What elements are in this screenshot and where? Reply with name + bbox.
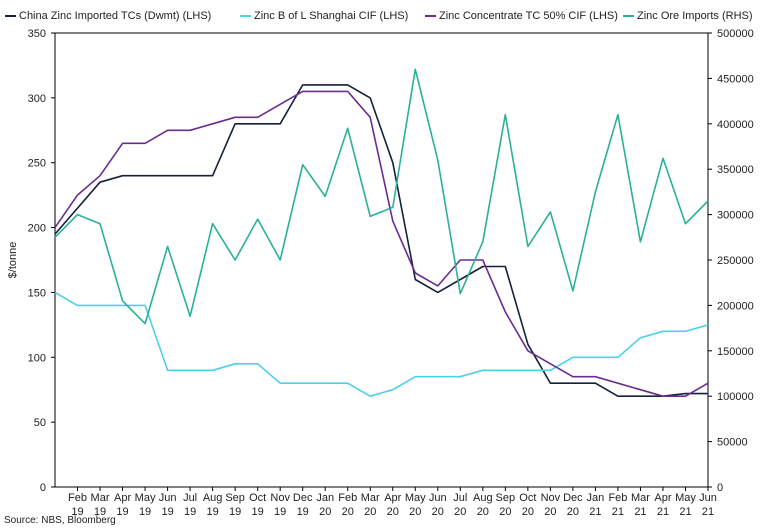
x-tick-label-year: 19 bbox=[252, 506, 264, 518]
x-tick-label-month: Jun bbox=[159, 492, 177, 504]
x-tick-label-year: 21 bbox=[589, 506, 601, 518]
x-tick-label-month: Feb bbox=[608, 492, 627, 504]
y2-tick-label: 500000 bbox=[717, 28, 754, 40]
x-tick-label-year: 21 bbox=[612, 506, 624, 518]
x-tick-label-month: Oct bbox=[249, 492, 266, 504]
y2-tick-label: 350000 bbox=[717, 164, 754, 176]
x-tick-label-year: 19 bbox=[161, 506, 173, 518]
legend: China Zinc Imported TCs (Dwmt) (LHS) Zin… bbox=[0, 10, 770, 28]
x-tick-label-month: Dec bbox=[293, 492, 313, 504]
x-tick-label-month: Nov bbox=[270, 492, 290, 504]
x-tick-label-year: 21 bbox=[657, 506, 669, 518]
x-tick-label-year: 20 bbox=[319, 506, 331, 518]
x-tick-label-month: Mar bbox=[361, 492, 380, 504]
x-tick-label-month: Dec bbox=[563, 492, 583, 504]
x-tick-label-year: 19 bbox=[116, 506, 128, 518]
y2-tick-label: 250000 bbox=[717, 255, 754, 267]
x-tick-label-year: 20 bbox=[432, 506, 444, 518]
x-tick-label-month: Mar bbox=[91, 492, 110, 504]
series-line-0 bbox=[54, 84, 708, 397]
x-tick-label-month: Jan bbox=[316, 492, 334, 504]
x-tick-label-year: 20 bbox=[499, 506, 511, 518]
x-tick-label-year: 21 bbox=[679, 506, 691, 518]
x-tick-label-year: 20 bbox=[544, 506, 556, 518]
legend-swatch bbox=[5, 15, 16, 17]
legend-item-zinc-concentrate-tc: Zinc Concentrate TC 50% CIF (LHS) bbox=[425, 10, 618, 22]
x-tick-label-year: 19 bbox=[184, 506, 196, 518]
y-tick-label: 0 bbox=[40, 482, 46, 494]
x-tick-label-month: Aug bbox=[203, 492, 223, 504]
legend-item-zinc-ore-imports: Zinc Ore Imports (RHS) bbox=[623, 10, 753, 22]
y2-tick-label: 300000 bbox=[717, 210, 754, 222]
x-tick-label-month: Jun bbox=[699, 492, 717, 504]
source-note: Source: NBS, Bloomberg bbox=[4, 515, 116, 526]
x-tick-label-month: Jul bbox=[183, 492, 197, 504]
x-tick-label-month: Feb bbox=[68, 492, 87, 504]
x-tick-label-year: 20 bbox=[387, 506, 399, 518]
y-tick-label: 200 bbox=[28, 223, 46, 235]
x-tick-label-year: 20 bbox=[477, 506, 489, 518]
x-tick-label-year: 19 bbox=[274, 506, 286, 518]
series-line-1 bbox=[54, 291, 709, 397]
plot-frame bbox=[54, 32, 709, 488]
y-axis-label: $/tonne bbox=[7, 242, 19, 279]
x-tick-label-month: Jun bbox=[429, 492, 447, 504]
legend-label: Zinc B of L Shanghai CIF (LHS) bbox=[254, 10, 409, 22]
y-tick-label: 100 bbox=[28, 352, 46, 364]
x-tick-label-month: Nov bbox=[541, 492, 561, 504]
x-tick-label-month: Sep bbox=[225, 492, 245, 504]
y2-tick-label: 150000 bbox=[717, 346, 754, 358]
x-tick-label-year: 19 bbox=[206, 506, 218, 518]
y2-tick-label: 50000 bbox=[717, 437, 748, 449]
y2-tick-label: 200000 bbox=[717, 300, 754, 312]
x-tick-label-month: Jul bbox=[453, 492, 467, 504]
x-tick-label-year: 21 bbox=[634, 506, 646, 518]
x-tick-label-month: May bbox=[135, 492, 156, 504]
y2-tick-label: 100000 bbox=[717, 391, 754, 403]
y-tick-label: 250 bbox=[28, 158, 46, 170]
series-line-2 bbox=[54, 90, 709, 397]
x-tick-label-year: 20 bbox=[522, 506, 534, 518]
y-tick-label: 300 bbox=[28, 93, 46, 105]
x-tick-label-year: 20 bbox=[567, 506, 579, 518]
series-line-3 bbox=[54, 68, 709, 325]
x-tick-label-month: Apr bbox=[114, 492, 131, 504]
x-tick-label-month: Sep bbox=[496, 492, 516, 504]
legend-item-china-zinc-tcs: China Zinc Imported TCs (Dwmt) (LHS) bbox=[5, 10, 211, 22]
legend-item-zinc-bol-shanghai: Zinc B of L Shanghai CIF (LHS) bbox=[240, 10, 408, 22]
x-tick-label-year: 20 bbox=[454, 506, 466, 518]
y2-tick-label: 450000 bbox=[717, 73, 754, 85]
legend-swatch bbox=[623, 15, 634, 17]
y-tick-label: 350 bbox=[28, 28, 46, 40]
y-tick-label: 50 bbox=[34, 417, 46, 429]
legend-swatch bbox=[425, 15, 436, 17]
x-tick-label-month: Mar bbox=[631, 492, 650, 504]
y2-tick-label: 0 bbox=[717, 482, 723, 494]
y2-tick-label: 400000 bbox=[717, 119, 754, 131]
x-tick-label-month: Jan bbox=[587, 492, 605, 504]
legend-swatch bbox=[240, 15, 251, 17]
x-tick-label-month: Apr bbox=[384, 492, 401, 504]
x-tick-label-year: 19 bbox=[94, 506, 106, 518]
legend-label: Zinc Ore Imports (RHS) bbox=[637, 10, 753, 22]
x-tick-label-month: May bbox=[675, 492, 696, 504]
x-tick-label-year: 20 bbox=[364, 506, 376, 518]
x-tick-label-month: Oct bbox=[519, 492, 536, 504]
x-tick-label-year: 20 bbox=[342, 506, 354, 518]
x-tick-label-month: Feb bbox=[338, 492, 357, 504]
x-tick-label-year: 19 bbox=[229, 506, 241, 518]
x-tick-label-year: 19 bbox=[139, 506, 151, 518]
y-tick-label: 150 bbox=[28, 287, 46, 299]
x-tick-label-month: May bbox=[405, 492, 426, 504]
x-tick-label-year: 21 bbox=[702, 506, 714, 518]
x-tick-label-month: Apr bbox=[654, 492, 671, 504]
legend-label: China Zinc Imported TCs (Dwmt) (LHS) bbox=[19, 10, 212, 22]
x-tick-label-year: 20 bbox=[409, 506, 421, 518]
legend-label: Zinc Concentrate TC 50% CIF (LHS) bbox=[439, 10, 618, 22]
x-tick-label-year: 19 bbox=[297, 506, 309, 518]
x-tick-label-year: 19 bbox=[71, 506, 83, 518]
x-tick-label-month: Aug bbox=[473, 492, 493, 504]
